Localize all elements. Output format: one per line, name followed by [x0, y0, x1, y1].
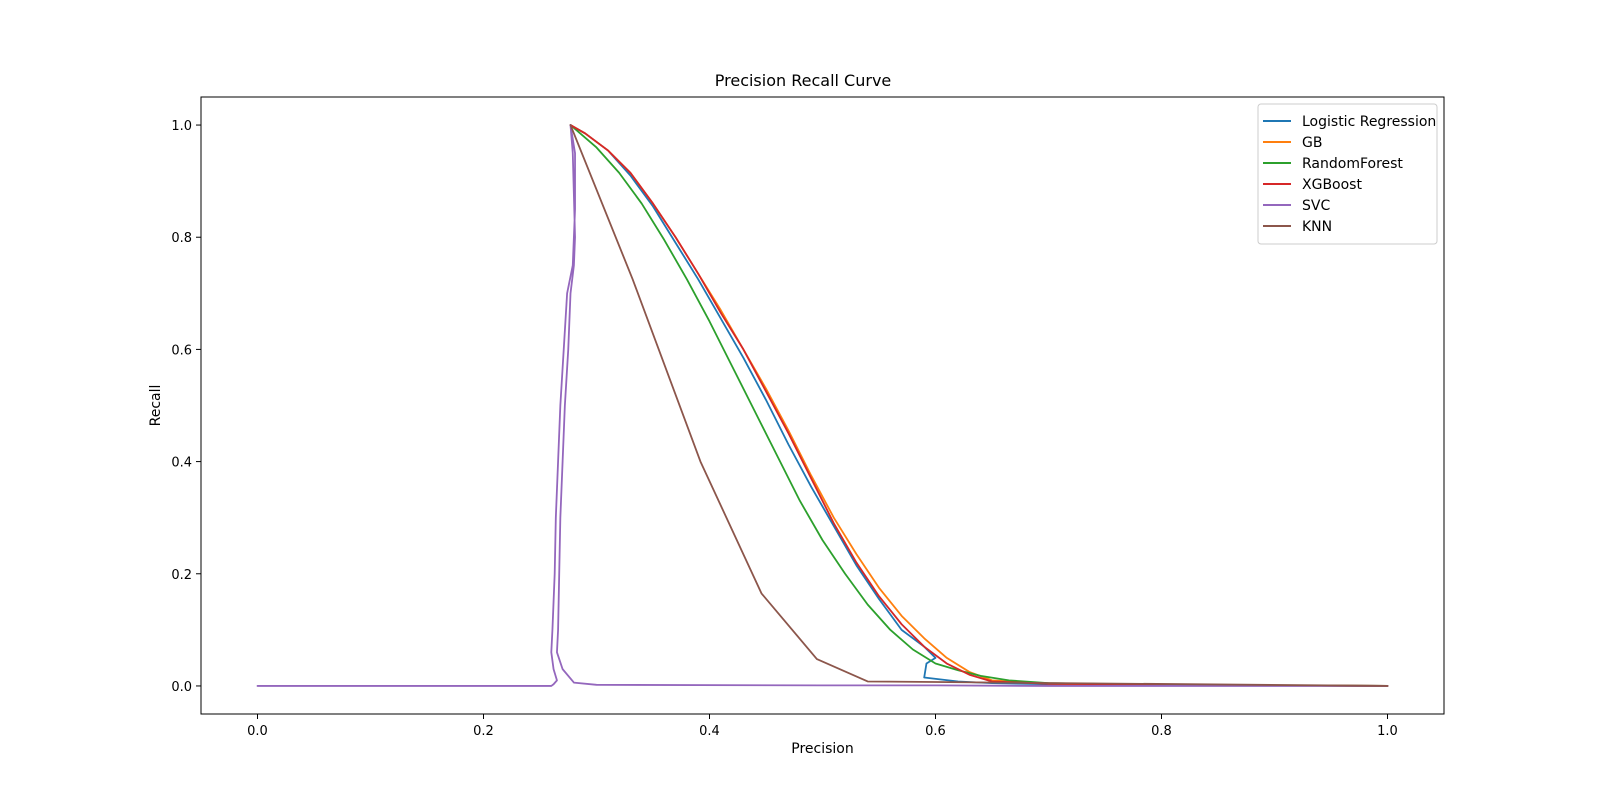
- y-tick-label: 0.0: [171, 680, 192, 695]
- x-tick-label: 0.2: [473, 724, 494, 739]
- y-tick-label: 0.8: [171, 231, 192, 246]
- y-tick-label: 1.0: [171, 119, 192, 134]
- x-tick-label: 0.6: [925, 724, 946, 739]
- y-tick-label: 0.4: [171, 456, 192, 471]
- series-line-randomforest: [569, 124, 1389, 687]
- axes-frame: [200, 96, 1445, 715]
- x-axis: 0.0 0.2 0.4 0.6 0.8 1.0: [247, 714, 1398, 739]
- legend: Logistic Regression GB RandomForest XGBoost…: [1257, 103, 1438, 245]
- series-line-knn: [569, 124, 1389, 687]
- legend-box: [1257, 103, 1438, 245]
- legend-label: SVC: [1302, 198, 1330, 214]
- series-line-svc: [256, 124, 1389, 687]
- x-tick-label: 1.0: [1377, 724, 1398, 739]
- y-tick-label: 0.2: [171, 568, 192, 583]
- y-axis-label: Recall: [148, 385, 164, 427]
- legend-label: KNN: [1302, 219, 1332, 235]
- y-tick-label: 0.6: [171, 343, 192, 358]
- x-tick-label: 0.4: [699, 724, 720, 739]
- y-axis: 0.0 0.2 0.4 0.6 0.8 1.0: [171, 119, 201, 695]
- legend-label: RandomForest: [1302, 156, 1403, 172]
- x-tick-label: 0.0: [247, 724, 268, 739]
- x-tick-label: 0.8: [1151, 724, 1172, 739]
- plot-area: [256, 124, 1389, 687]
- legend-label: GB: [1302, 135, 1322, 151]
- legend-label: Logistic Regression: [1302, 114, 1436, 130]
- legend-label: XGBoost: [1302, 177, 1362, 193]
- chart-title: Precision Recall Curve: [715, 71, 892, 90]
- x-axis-label: Precision: [791, 741, 853, 757]
